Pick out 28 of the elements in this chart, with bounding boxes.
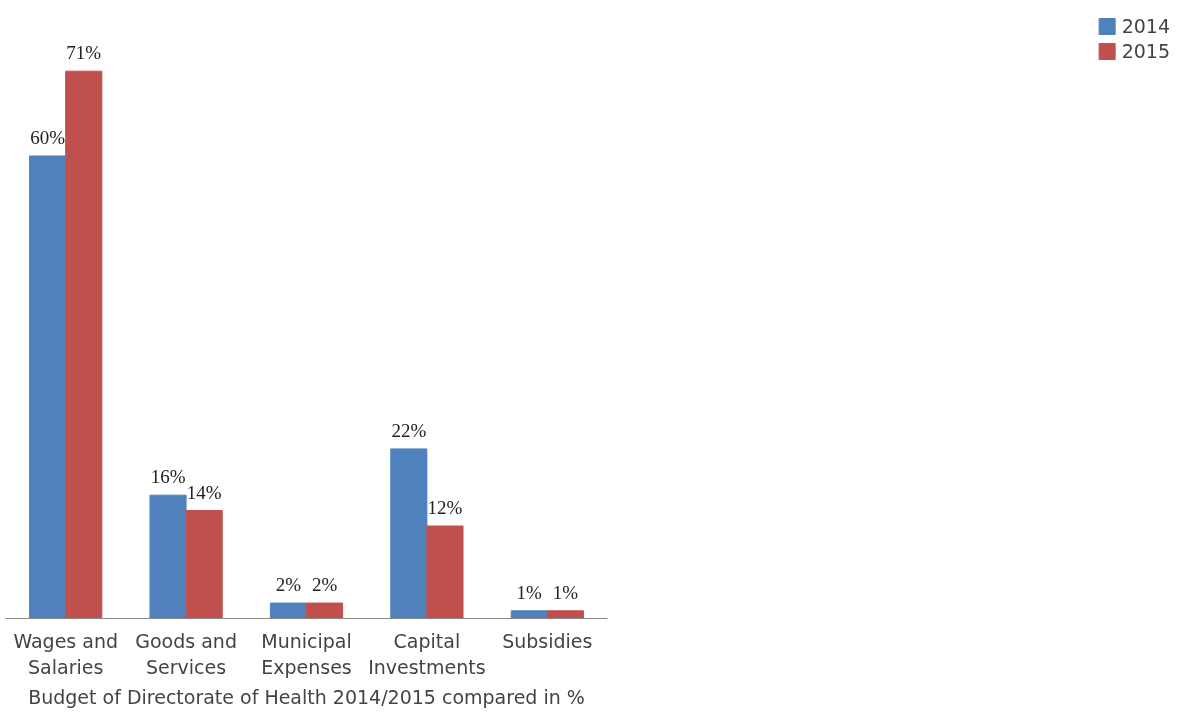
x-tick-label: Wages and Salaries <box>13 629 119 678</box>
x-tick-label: Goods and Services <box>135 629 237 678</box>
bar <box>426 525 464 619</box>
x-tick-label: Subsidies <box>502 629 593 652</box>
data-label: 12% <box>427 496 463 518</box>
data-label: 16% <box>150 466 186 488</box>
bar <box>510 610 548 619</box>
bar <box>546 610 584 619</box>
data-label: 60% <box>30 126 66 148</box>
legend-label: 2015 <box>1121 40 1170 62</box>
data-label: 2% <box>311 574 338 596</box>
bar <box>29 155 67 619</box>
bar <box>149 494 187 619</box>
bar <box>185 510 223 619</box>
x-tick-label: Capital Investments <box>368 629 486 678</box>
data-label: 14% <box>186 481 222 503</box>
data-label: 2% <box>275 574 302 596</box>
bar <box>269 602 307 619</box>
bar <box>390 448 428 619</box>
data-label: 1% <box>516 581 543 603</box>
bar <box>65 70 103 619</box>
data-label: 22% <box>391 419 427 441</box>
data-label: 71% <box>66 42 102 64</box>
data-label: 1% <box>552 581 579 603</box>
legend-label: 2014 <box>1121 15 1170 37</box>
x-axis-title: Budget of Directorate of Health 2014/2015 compared in % <box>28 685 585 708</box>
bar <box>306 602 344 619</box>
x-tick-label: Municipal Expenses <box>261 629 352 678</box>
